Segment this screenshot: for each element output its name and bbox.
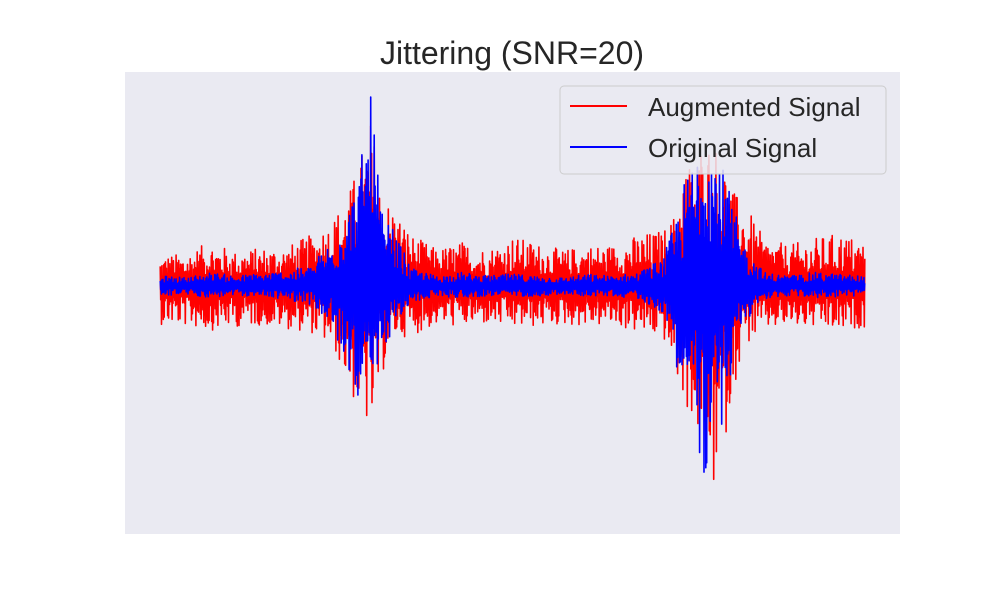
legend-label-original-signal: Original Signal	[648, 133, 817, 163]
legend-box	[559, 85, 887, 175]
legend: Augmented Signal Original Signal	[559, 85, 887, 175]
series-line-original-signal	[159, 96, 866, 473]
series-layer	[159, 96, 866, 481]
legend-label-augmented-signal: Augmented Signal	[648, 92, 860, 122]
chart-title: Jittering (SNR=20)	[380, 35, 644, 71]
